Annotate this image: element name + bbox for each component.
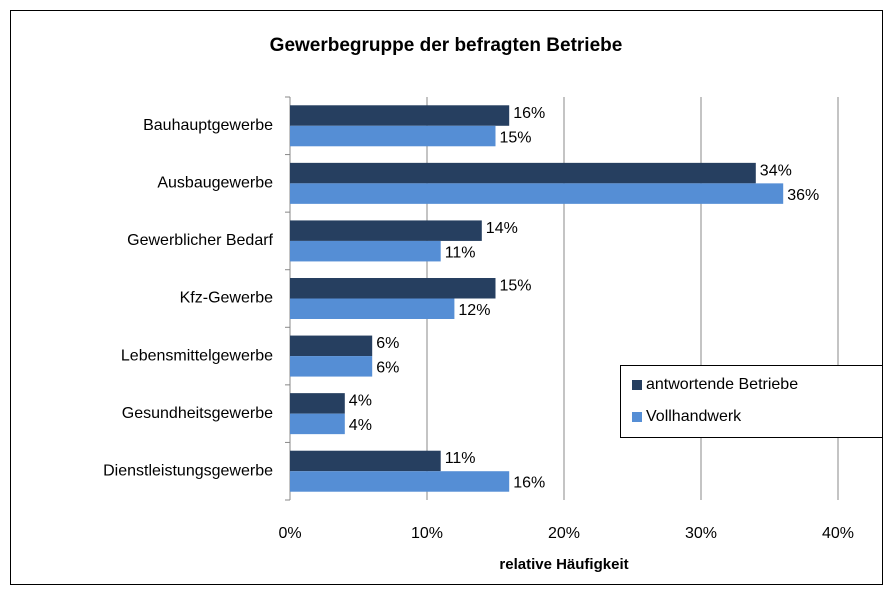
bar [290, 298, 455, 319]
data-label: 4% [349, 393, 372, 410]
bar [290, 393, 345, 414]
chart-title: Gewerbegruppe der befragten Betriebe [270, 35, 623, 56]
data-label: 14% [486, 220, 518, 237]
data-label: 11% [445, 450, 476, 467]
bar [290, 278, 496, 299]
y-tick-label: Bauhauptgewerbe [143, 117, 273, 134]
bar [290, 356, 373, 377]
legend-swatch [632, 380, 642, 390]
data-label: 15% [500, 277, 532, 294]
y-tick-label: Lebensmittelgewerbe [121, 347, 273, 364]
x-tick-label: 20% [548, 525, 580, 542]
data-label: 34% [760, 162, 792, 179]
data-label: 16% [513, 105, 545, 122]
bar [290, 471, 510, 492]
data-label: 6% [376, 335, 399, 352]
y-tick-label: Gewerblicher Bedarf [127, 232, 273, 249]
data-label: 11% [445, 244, 476, 261]
legend-box [620, 365, 883, 438]
data-label: 6% [376, 360, 399, 377]
data-label: 36% [787, 187, 819, 204]
y-tick-label: Kfz-Gewerbe [180, 290, 273, 307]
y-tick-label: Gesundheitsgewerbe [122, 405, 273, 422]
x-tick-label: 30% [685, 525, 717, 542]
bar [290, 183, 784, 204]
data-label: 4% [349, 417, 372, 434]
bar [290, 450, 441, 472]
legend-label: antwortende Betriebe [646, 376, 798, 393]
y-tick-label: Dienstleistungsgewerbe [103, 462, 273, 479]
data-label: 12% [458, 302, 490, 319]
data-label: 16% [513, 475, 545, 492]
bar [290, 125, 496, 147]
bar [290, 162, 756, 184]
y-tick-label: Ausbaugewerbe [157, 175, 273, 192]
x-tick-label: 10% [411, 525, 443, 542]
legend-swatch [632, 412, 642, 422]
x-tick-label: 40% [822, 525, 854, 542]
bar [290, 220, 482, 241]
bar [290, 335, 373, 357]
legend-label: Vollhandwerk [646, 408, 742, 425]
x-tick-label: 0% [278, 525, 301, 542]
bar [290, 413, 345, 435]
x-axis-label: relative Häufigkeit [499, 556, 628, 573]
bar [290, 105, 510, 126]
data-label: 15% [500, 129, 532, 146]
bar [290, 240, 441, 262]
